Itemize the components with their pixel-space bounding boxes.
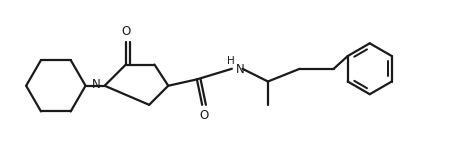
Text: H: H	[227, 56, 234, 66]
Text: O: O	[200, 109, 209, 122]
Text: N: N	[236, 63, 245, 76]
Text: O: O	[121, 25, 131, 38]
Text: N: N	[92, 78, 100, 91]
